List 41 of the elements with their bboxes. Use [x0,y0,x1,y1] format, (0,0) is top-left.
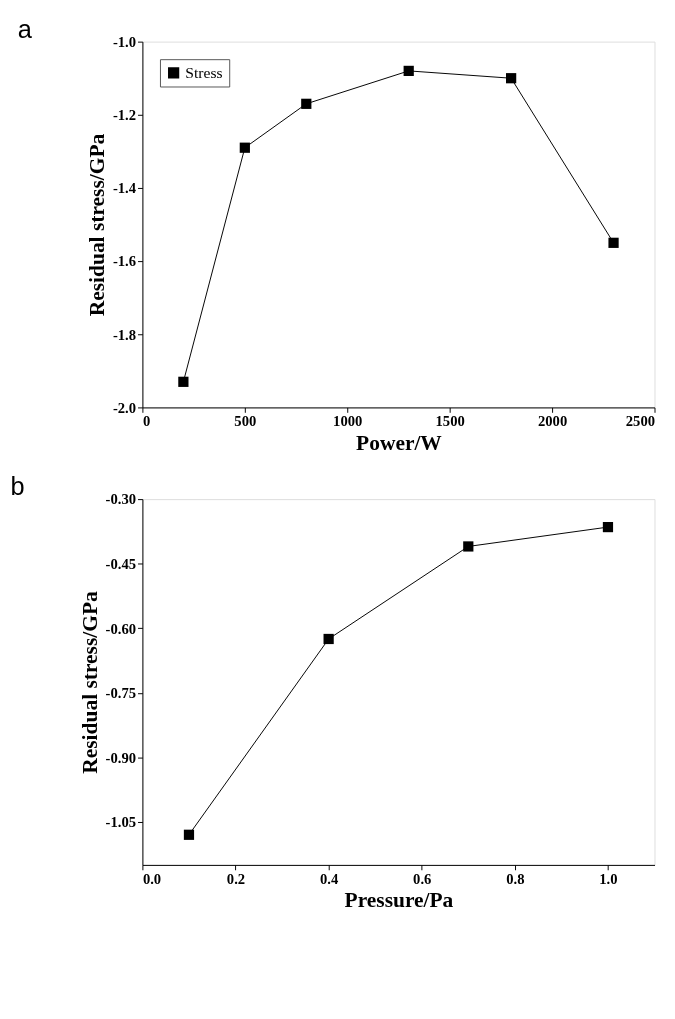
point [323,633,334,645]
y-tick-label: -2.0 [112,399,137,416]
x-tick-label: 0.4 [319,870,339,887]
y-tick-label: -1.4 [112,180,137,197]
x-tick-label: 500 [234,413,257,430]
y-tick-label: -1.05 [105,814,137,831]
point [602,521,614,533]
x-tick-label: 0 [142,413,151,430]
y-tick-label: -0.90 [105,749,137,766]
x-tick-label: 0.6 [413,870,432,887]
y-axis-title: Residual stress/GPa [85,133,110,317]
y-tick-label: -0.75 [105,685,137,702]
point [178,376,189,387]
point [463,541,474,552]
y-tick-label: -1.2 [112,107,137,124]
x-axis-title: Pressure/Pa [344,888,454,913]
point [608,237,619,248]
point [403,65,414,77]
x-tick-label: 1500 [435,413,465,430]
x-tick-label: 2000 [537,413,568,430]
x-tick-label: 0.0 [142,870,162,887]
y-axis-title: Residual stress/GPa [77,591,102,774]
point [506,73,517,84]
x-tick-label: 0.2 [226,870,246,887]
chart-title: a [17,14,33,43]
x-tick-label: 2500 [625,413,655,430]
chart-title: b [10,472,25,501]
point [183,829,195,840]
y-tick-label: -0.45 [105,556,137,573]
x-tick-label: 0.8 [506,870,525,887]
x-tick-label: 1.0 [599,870,618,887]
y-tick-label: -1.8 [112,326,137,343]
x-axis-title: Power/W [356,430,443,455]
y-tick-label: -1.0 [112,34,137,50]
y-tick-label: -1.6 [112,253,137,270]
legend-label: Stress [185,63,223,81]
y-tick-label: -0.30 [105,491,137,508]
point [239,142,250,153]
y-tick-label: -0.60 [105,620,137,637]
point [301,98,312,109]
x-tick-label: 1000 [333,413,363,430]
